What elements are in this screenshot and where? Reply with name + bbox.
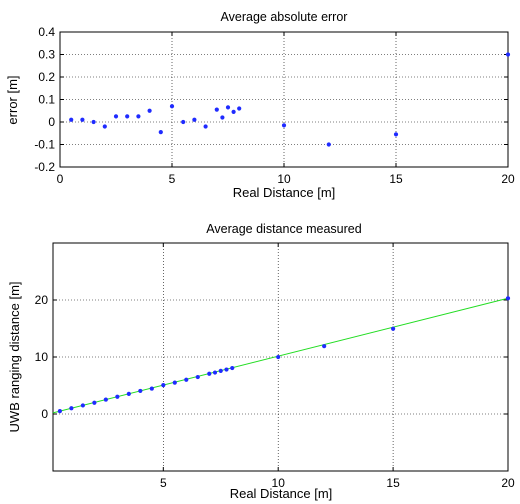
fit-line bbox=[52, 297, 509, 414]
data-point bbox=[326, 142, 331, 147]
x-tick-label: 20 bbox=[501, 172, 515, 186]
data-point bbox=[505, 52, 511, 57]
data-point bbox=[218, 368, 223, 373]
distance-chart-frame bbox=[52, 242, 509, 472]
y-tick-label: 20 bbox=[35, 293, 49, 307]
error-chart: Average absolute error 0 5 10 15 20 -0.2 -0.1 0… bbox=[5, 10, 515, 200]
data-point bbox=[158, 130, 163, 135]
data-point bbox=[237, 106, 242, 111]
x-tick-label: 5 bbox=[169, 172, 176, 186]
data-point bbox=[281, 123, 287, 128]
y-tick-label: 0.1 bbox=[38, 93, 55, 107]
data-point bbox=[80, 117, 85, 122]
data-point bbox=[225, 105, 231, 110]
data-point bbox=[505, 296, 511, 301]
data-point bbox=[138, 388, 143, 394]
data-point bbox=[172, 380, 177, 385]
distance-chart-xlabel: Real Distance [m] bbox=[230, 486, 333, 501]
data-point bbox=[91, 119, 96, 125]
data-point bbox=[212, 370, 218, 375]
data-point bbox=[230, 365, 235, 371]
data-point bbox=[169, 104, 175, 109]
y-tick-label: 0.3 bbox=[38, 48, 55, 62]
data-point bbox=[69, 117, 74, 122]
data-point bbox=[391, 326, 396, 331]
data-point bbox=[161, 383, 166, 388]
data-point bbox=[184, 377, 189, 382]
data-point bbox=[195, 374, 200, 380]
data-point bbox=[203, 124, 208, 129]
x-tick-label: 10 bbox=[272, 476, 286, 490]
data-point bbox=[69, 406, 74, 411]
data-point bbox=[102, 124, 107, 129]
y-tick-label: 0.4 bbox=[38, 25, 55, 39]
data-point bbox=[207, 371, 212, 376]
distance-chart-ylabel: UWB ranging distance [m] bbox=[7, 281, 22, 432]
x-tick-label: 0 bbox=[57, 172, 64, 186]
data-point bbox=[231, 109, 236, 114]
x-tick-label: 15 bbox=[389, 172, 403, 186]
data-point bbox=[136, 114, 141, 119]
data-point bbox=[181, 119, 186, 125]
data-point bbox=[149, 386, 154, 391]
data-point bbox=[115, 394, 120, 399]
error-chart-title: Average absolute error bbox=[221, 10, 348, 24]
y-tick-label: 0.2 bbox=[38, 70, 55, 84]
y-tick-label: 0 bbox=[41, 407, 48, 421]
y-tick-label: -0.2 bbox=[34, 160, 55, 174]
y-tick-label: 10 bbox=[35, 350, 49, 364]
data-point bbox=[147, 108, 152, 113]
error-chart-frame bbox=[59, 31, 509, 168]
data-point bbox=[220, 115, 225, 120]
x-tick-label: 15 bbox=[386, 476, 400, 490]
data-point bbox=[80, 403, 85, 408]
error-chart-ylabel: error [m] bbox=[5, 75, 20, 124]
error-chart-xlabel: Real Distance [m] bbox=[233, 185, 336, 200]
distance-chart-title: Average distance measured bbox=[206, 222, 361, 236]
x-tick-label: 20 bbox=[501, 476, 515, 490]
data-point bbox=[322, 344, 327, 349]
data-point bbox=[113, 114, 119, 119]
x-tick-label: 5 bbox=[160, 476, 167, 490]
data-point bbox=[103, 397, 108, 402]
data-point bbox=[92, 400, 97, 405]
data-point bbox=[393, 132, 399, 137]
data-point bbox=[126, 391, 131, 396]
data-point bbox=[192, 117, 197, 122]
x-tick-label: 10 bbox=[277, 172, 291, 186]
distance-chart: Average distance measured 5 10 15 20 0 10 20 R… bbox=[7, 222, 515, 501]
data-point bbox=[125, 114, 130, 119]
y-tick-label: 0 bbox=[48, 115, 55, 129]
data-point bbox=[276, 354, 281, 360]
data-point bbox=[224, 367, 229, 372]
data-point bbox=[214, 107, 219, 112]
data-point bbox=[57, 408, 62, 414]
y-tick-label: -0.1 bbox=[34, 138, 55, 152]
